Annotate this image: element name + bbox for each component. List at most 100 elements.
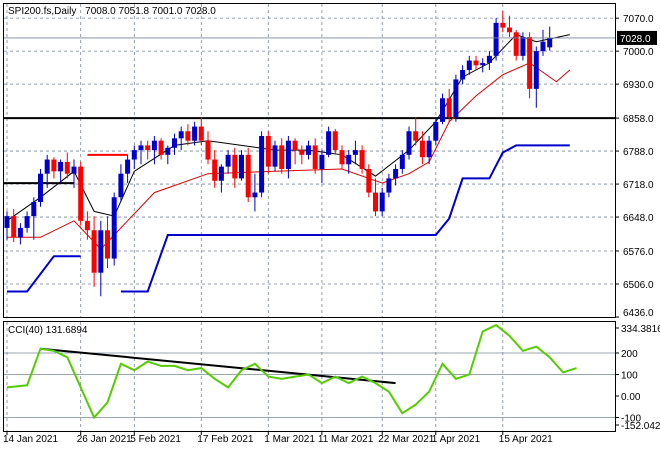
candle-body	[4, 216, 10, 228]
candle-body	[44, 159, 50, 174]
candle-body	[51, 159, 57, 172]
candle-body	[172, 138, 177, 148]
price-tick-label: 6788.0	[623, 147, 654, 158]
candle-body	[366, 168, 372, 193]
price-panel-title: SPI200.fs,Daily 7008.0 7051.8 7001.0 702…	[8, 6, 216, 17]
candle-body	[426, 140, 432, 158]
candle-body	[379, 192, 385, 212]
candle-body	[91, 230, 97, 273]
price-tick-label: 7000.0	[623, 47, 654, 58]
price-tick-label: 6648.0	[623, 213, 654, 224]
candle-body	[225, 154, 231, 167]
candle-body	[272, 145, 278, 167]
x-tick-label: 14 Jan 2021	[3, 434, 58, 445]
price-tick-label: 6718.0	[623, 180, 654, 191]
candle-body	[232, 154, 238, 179]
trailing-stop-line	[7, 255, 81, 293]
candle-body	[118, 173, 124, 198]
current-price-label: 7028.0	[620, 34, 651, 45]
candle-body	[265, 135, 271, 167]
candle-body	[145, 145, 151, 151]
candle-body	[419, 140, 425, 158]
candle-body	[11, 216, 17, 238]
candle-body	[31, 201, 37, 217]
candle-body	[413, 131, 419, 141]
candle-body	[520, 36, 526, 56]
candle-body	[312, 145, 318, 169]
candle-body	[158, 140, 164, 155]
price-tick-label: 7070.0	[623, 14, 654, 25]
candle-body	[185, 131, 191, 141]
candle-body	[339, 150, 345, 165]
current-price-box	[617, 30, 657, 45]
candle-body	[178, 131, 184, 139]
cci-line	[6, 323, 577, 420]
candle-body	[399, 154, 405, 169]
candle-body	[78, 166, 84, 221]
x-tick-label: 26 Jan 2021	[77, 434, 132, 445]
candle-body	[285, 140, 291, 169]
candle-body	[386, 178, 392, 193]
ohlc-values: 7008.0 7051.8 7001.0 7028.0	[85, 6, 216, 17]
candle-body	[198, 126, 204, 141]
candle-body	[373, 192, 378, 212]
x-tick-label: 11 Mar 2021	[318, 434, 374, 445]
trailing-stop-line	[120, 144, 570, 293]
candle-body	[473, 60, 479, 66]
cci-tick-label: -100	[621, 414, 641, 425]
candle-body	[359, 150, 365, 169]
candle-body	[212, 159, 218, 181]
candle-body	[547, 37, 553, 48]
candle-body	[326, 131, 332, 155]
price-tick-label: 6858.0	[623, 114, 654, 125]
candle-body	[98, 230, 104, 273]
candle-body	[433, 121, 439, 141]
candle-body	[24, 216, 30, 228]
x-tick-label: 15 Apr 2021	[499, 434, 553, 445]
candle-body	[527, 36, 533, 89]
candle-body	[165, 147, 171, 155]
candle-body	[500, 22, 506, 28]
price-panel-frame	[3, 3, 616, 318]
x-tick-label: 5 Feb 2021	[130, 434, 181, 445]
price-tick-label: 6436.0	[623, 308, 654, 319]
cci-tick-label: -152.042	[621, 421, 660, 432]
candle-body	[319, 154, 325, 169]
candle-body	[466, 60, 472, 70]
candle-body	[71, 166, 77, 174]
candle-body	[352, 150, 358, 155]
candle-body	[58, 161, 64, 172]
candle-body	[192, 126, 198, 141]
candle-body	[259, 135, 265, 193]
candle-body	[533, 51, 539, 89]
candle-body	[205, 140, 211, 160]
candle-body	[406, 131, 412, 155]
candle-body	[105, 230, 110, 259]
candle-body	[279, 145, 285, 169]
candle-body	[440, 98, 445, 122]
price-tick-label: 6506.0	[623, 280, 654, 291]
candle-body	[138, 145, 144, 151]
candle-body	[513, 32, 519, 56]
x-tick-label: 22 Mar 2021	[378, 434, 435, 445]
candle-body	[252, 192, 258, 198]
x-tick-label: 1 Mar 2021	[264, 434, 315, 445]
candle-body	[64, 161, 70, 174]
candle-body	[239, 154, 244, 179]
candle-body	[393, 168, 399, 179]
candle-body	[306, 145, 311, 155]
x-tick-label: 1 Apr 2021	[432, 434, 481, 445]
candle-body	[125, 159, 131, 174]
cci-tick-label: 0.00	[621, 392, 641, 403]
cci-panel-title: CCI(40) 131.6894	[8, 325, 88, 336]
candle-body	[17, 227, 23, 238]
candle-body	[493, 22, 499, 56]
cci-tick-label: 200	[621, 349, 638, 360]
candle-body	[332, 131, 338, 151]
candle-body	[151, 140, 157, 151]
candle-body	[131, 150, 137, 160]
candle-body	[540, 41, 546, 52]
candle-body	[84, 220, 90, 231]
